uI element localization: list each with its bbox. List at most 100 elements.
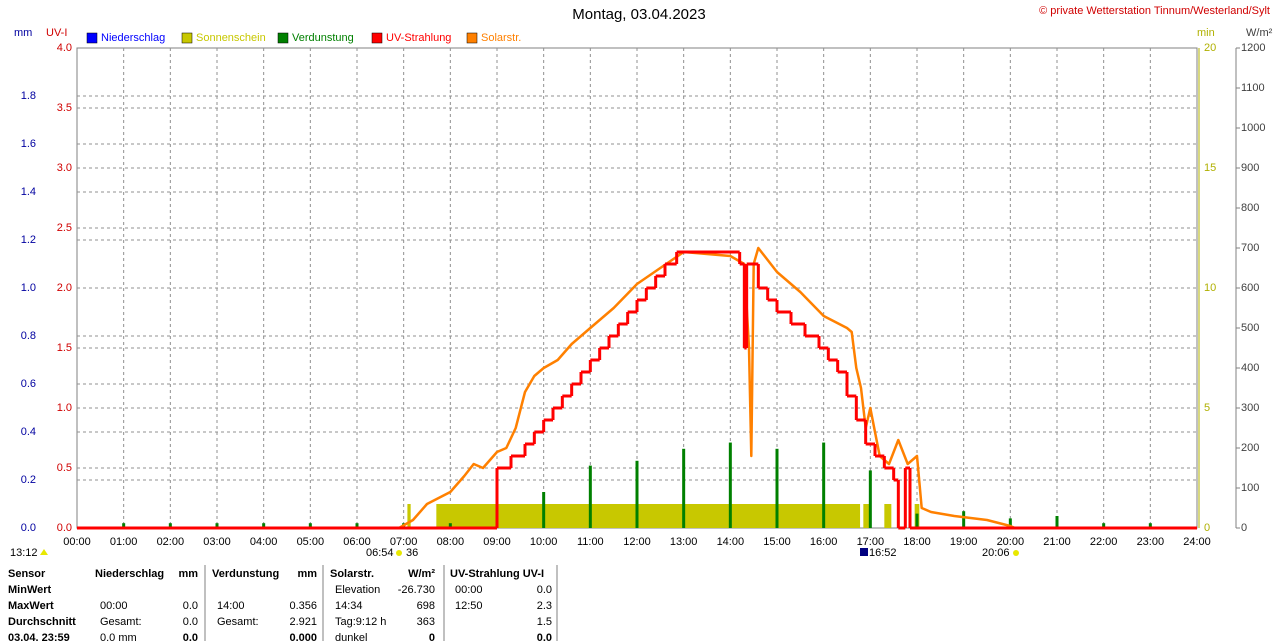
table-cell: 00:00 <box>455 584 483 596</box>
y-tick-label: 100 <box>1241 482 1259 494</box>
y-tick-label: 1.0 <box>57 402 72 414</box>
evaporation-bar <box>1102 523 1106 528</box>
y-tick-label: 1200 <box>1241 42 1265 54</box>
evaporation-bar <box>682 448 686 528</box>
table-cell: 12:50 <box>455 600 483 612</box>
y-tick-label: 0.0 <box>57 522 72 534</box>
evaporation-bar <box>262 523 266 528</box>
table-value: -26.730 <box>398 584 435 596</box>
y-tick-label: 1.0 <box>21 282 36 294</box>
legend-label: Verdunstung <box>292 32 354 44</box>
moon-icon <box>860 548 868 556</box>
y-tick-label: 1000 <box>1241 122 1265 134</box>
legend-swatch <box>86 32 98 44</box>
table-value: 0.000 <box>289 632 317 641</box>
table-header: Solarstr. <box>330 568 374 580</box>
y4-unit: W/m² <box>1246 27 1273 39</box>
x-tick-label: 10:00 <box>530 536 558 548</box>
y-tick-label: 800 <box>1241 202 1259 214</box>
row-label: 03.04. 23:59 <box>8 632 70 641</box>
sunshine-bar <box>863 504 871 528</box>
evaporation-bar <box>868 470 872 528</box>
x-tick-label: 21:00 <box>1043 536 1071 548</box>
y-tick-label: 0.5 <box>57 462 72 474</box>
x-tick-label: 05:00 <box>297 536 325 548</box>
table-cell: Tag:9:12 h <box>335 616 386 628</box>
y-tick-label: 0 <box>1241 522 1247 534</box>
y-tick-label: 400 <box>1241 362 1259 374</box>
evaporation-bar <box>635 460 639 528</box>
x-tick-label: 23:00 <box>1137 536 1165 548</box>
x-tick-label: 16:00 <box>810 536 838 548</box>
x-tick-label: 04:00 <box>250 536 278 548</box>
evaporation-bar <box>168 523 172 528</box>
y-tick-label: 500 <box>1241 322 1259 334</box>
annotation: 06:54 <box>366 547 394 559</box>
y-tick-label: 20 <box>1204 42 1216 54</box>
table-cell: Elevation <box>335 584 380 596</box>
y-tick-label: 1.2 <box>21 234 36 246</box>
x-tick-label: 17:00 <box>857 536 885 548</box>
table-header: UV-Strahlung UV-I <box>450 568 544 580</box>
y-tick-label: 4.0 <box>57 42 72 54</box>
x-tick-label: 13:00 <box>670 536 698 548</box>
copyright: © private Wetterstation Tinnum/Westerlan… <box>1039 5 1270 17</box>
evaporation-bar <box>215 523 219 528</box>
x-tick-label: 07:00 <box>390 536 418 548</box>
x-tick-label: 15:00 <box>763 536 791 548</box>
sun-icon <box>1013 550 1019 556</box>
y-tick-label: 0.8 <box>21 330 36 342</box>
chart-title: Montag, 03.04.2023 <box>572 6 705 23</box>
y-tick-label: 5 <box>1204 402 1210 414</box>
y-tick-label: 0.6 <box>21 378 36 390</box>
x-tick-label: 24:00 <box>1183 536 1211 548</box>
row-label: MinWert <box>8 584 52 596</box>
y-tick-label: 0.0 <box>21 522 36 534</box>
table-value: 0.0 <box>537 584 552 596</box>
evaporation-bar <box>915 513 919 528</box>
y-tick-label: 15 <box>1204 162 1216 174</box>
table-value: 1.5 <box>537 616 552 628</box>
evaporation-bar <box>1055 516 1059 528</box>
legend-swatch <box>466 32 478 44</box>
y-tick-label: 3.5 <box>57 102 72 114</box>
table-cell: Gesamt: <box>100 616 142 628</box>
sunshine-bar <box>436 504 861 528</box>
annotation: 36 <box>406 547 418 559</box>
table-header: Niederschlag <box>95 568 164 580</box>
y-tick-label: 0.4 <box>21 426 36 438</box>
table-value: 0.0 <box>183 616 198 628</box>
solar-line <box>77 246 1197 530</box>
evaporation-bar <box>588 465 592 528</box>
sun-icon <box>396 550 402 556</box>
evaporation-bar <box>448 523 452 528</box>
x-tick-label: 11:00 <box>577 536 604 548</box>
table-value: 363 <box>417 616 435 628</box>
y-tick-label: 0.2 <box>21 474 36 486</box>
legend-label: Niederschlag <box>101 32 165 44</box>
table-cell: 00:00 <box>100 600 128 612</box>
annotation: 13:12 <box>10 547 38 559</box>
y3-unit: min <box>1197 27 1215 39</box>
y-unit: mm <box>14 27 32 39</box>
x-tick-label: 19:00 <box>950 536 978 548</box>
legend-label: Solarstr. <box>481 32 521 44</box>
y-tick-label: 1.6 <box>21 138 36 150</box>
x-tick-label: 06:00 <box>343 536 371 548</box>
table-header: W/m² <box>408 568 435 580</box>
y-tick-label: 1100 <box>1241 82 1265 94</box>
y-tick-label: 1.4 <box>21 186 36 198</box>
legend-swatch <box>371 32 383 44</box>
y-tick-label: 900 <box>1241 162 1259 174</box>
y2-unit: UV-I <box>46 27 67 39</box>
x-tick-label: 00:00 <box>63 536 91 548</box>
evaporation-bar <box>355 523 359 528</box>
legend-swatch <box>277 32 289 44</box>
y-tick-label: 300 <box>1241 402 1259 414</box>
table-value: 0.356 <box>289 600 317 612</box>
evaporation-bar <box>308 523 312 528</box>
evaporation-bar <box>122 523 126 528</box>
x-tick-label: 01:00 <box>110 536 138 548</box>
